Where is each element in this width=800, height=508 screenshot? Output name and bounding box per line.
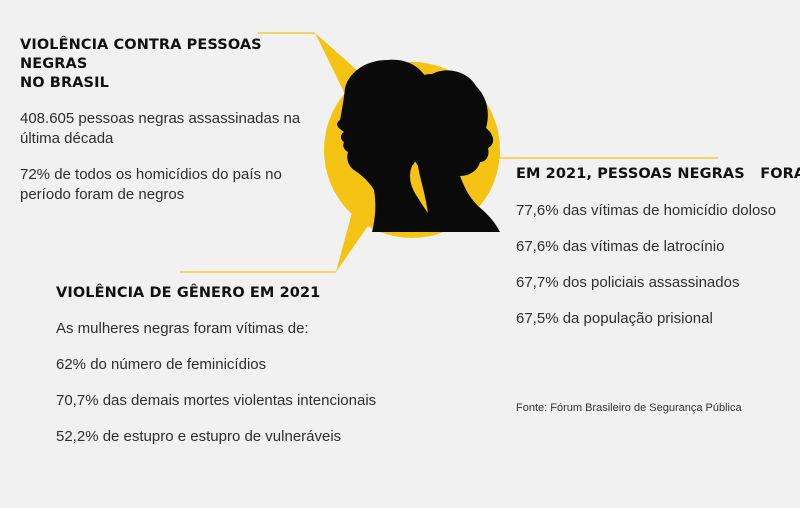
stat-item: 77,6% das vítimas de homicídio doloso (516, 202, 777, 219)
silhouettes-icon (337, 59, 500, 232)
stat-line: 72% de todos os homicídios do país no (20, 166, 282, 183)
block-genero-heading: VIOLÊNCIA DE GÊNERO EM 2021 (56, 285, 321, 301)
stat-item: 62% do número de feminicídios (56, 356, 267, 373)
stat-item: 408.605 pessoas negras assassinadas na ú… (20, 109, 320, 149)
heading-line-2: NO BRASIL (20, 75, 109, 91)
stat-line: período foram de negros (20, 186, 185, 203)
stat-line: última década (20, 130, 114, 147)
stat-item: 67,7% dos policiais assassinados (516, 274, 740, 291)
stat-item: 72% de todos os homicídios do país no pe… (20, 165, 320, 205)
block-brasil: VIOLÊNCIA CONTRA PESSOAS NEGRAS NO BRASI… (20, 36, 320, 205)
front-profile-silhouette (337, 59, 440, 232)
block-brasil-heading: VIOLÊNCIA CONTRA PESSOAS NEGRAS NO BRASI… (20, 36, 320, 93)
stat-item: 67,6% das vítimas de latrocínio (516, 238, 725, 255)
block-genero: VIOLÊNCIA DE GÊNERO EM 2021 As mulheres … (56, 284, 456, 447)
stat-line: 408.605 pessoas negras assassinadas na (20, 110, 301, 127)
stat-item: 52,2% de estupro e estupro de vulnerávei… (56, 428, 342, 445)
source-note: Fonte: Fórum Brasileiro de Segurança Púb… (516, 402, 742, 414)
block-genero-intro: As mulheres negras foram vítimas de: (56, 320, 309, 337)
block-2021: EM 2021, PESSOAS NEGRAS FORAM: 77,6% das… (516, 165, 800, 329)
stat-item: 70,7% das demais mortes violentas intenc… (56, 392, 377, 409)
block-2021-heading: EM 2021, PESSOAS NEGRAS FORAM: (516, 166, 800, 182)
heading-line-1: VIOLÊNCIA CONTRA PESSOAS NEGRAS (20, 37, 262, 72)
stat-item: 67,5% da população prisional (516, 310, 713, 327)
